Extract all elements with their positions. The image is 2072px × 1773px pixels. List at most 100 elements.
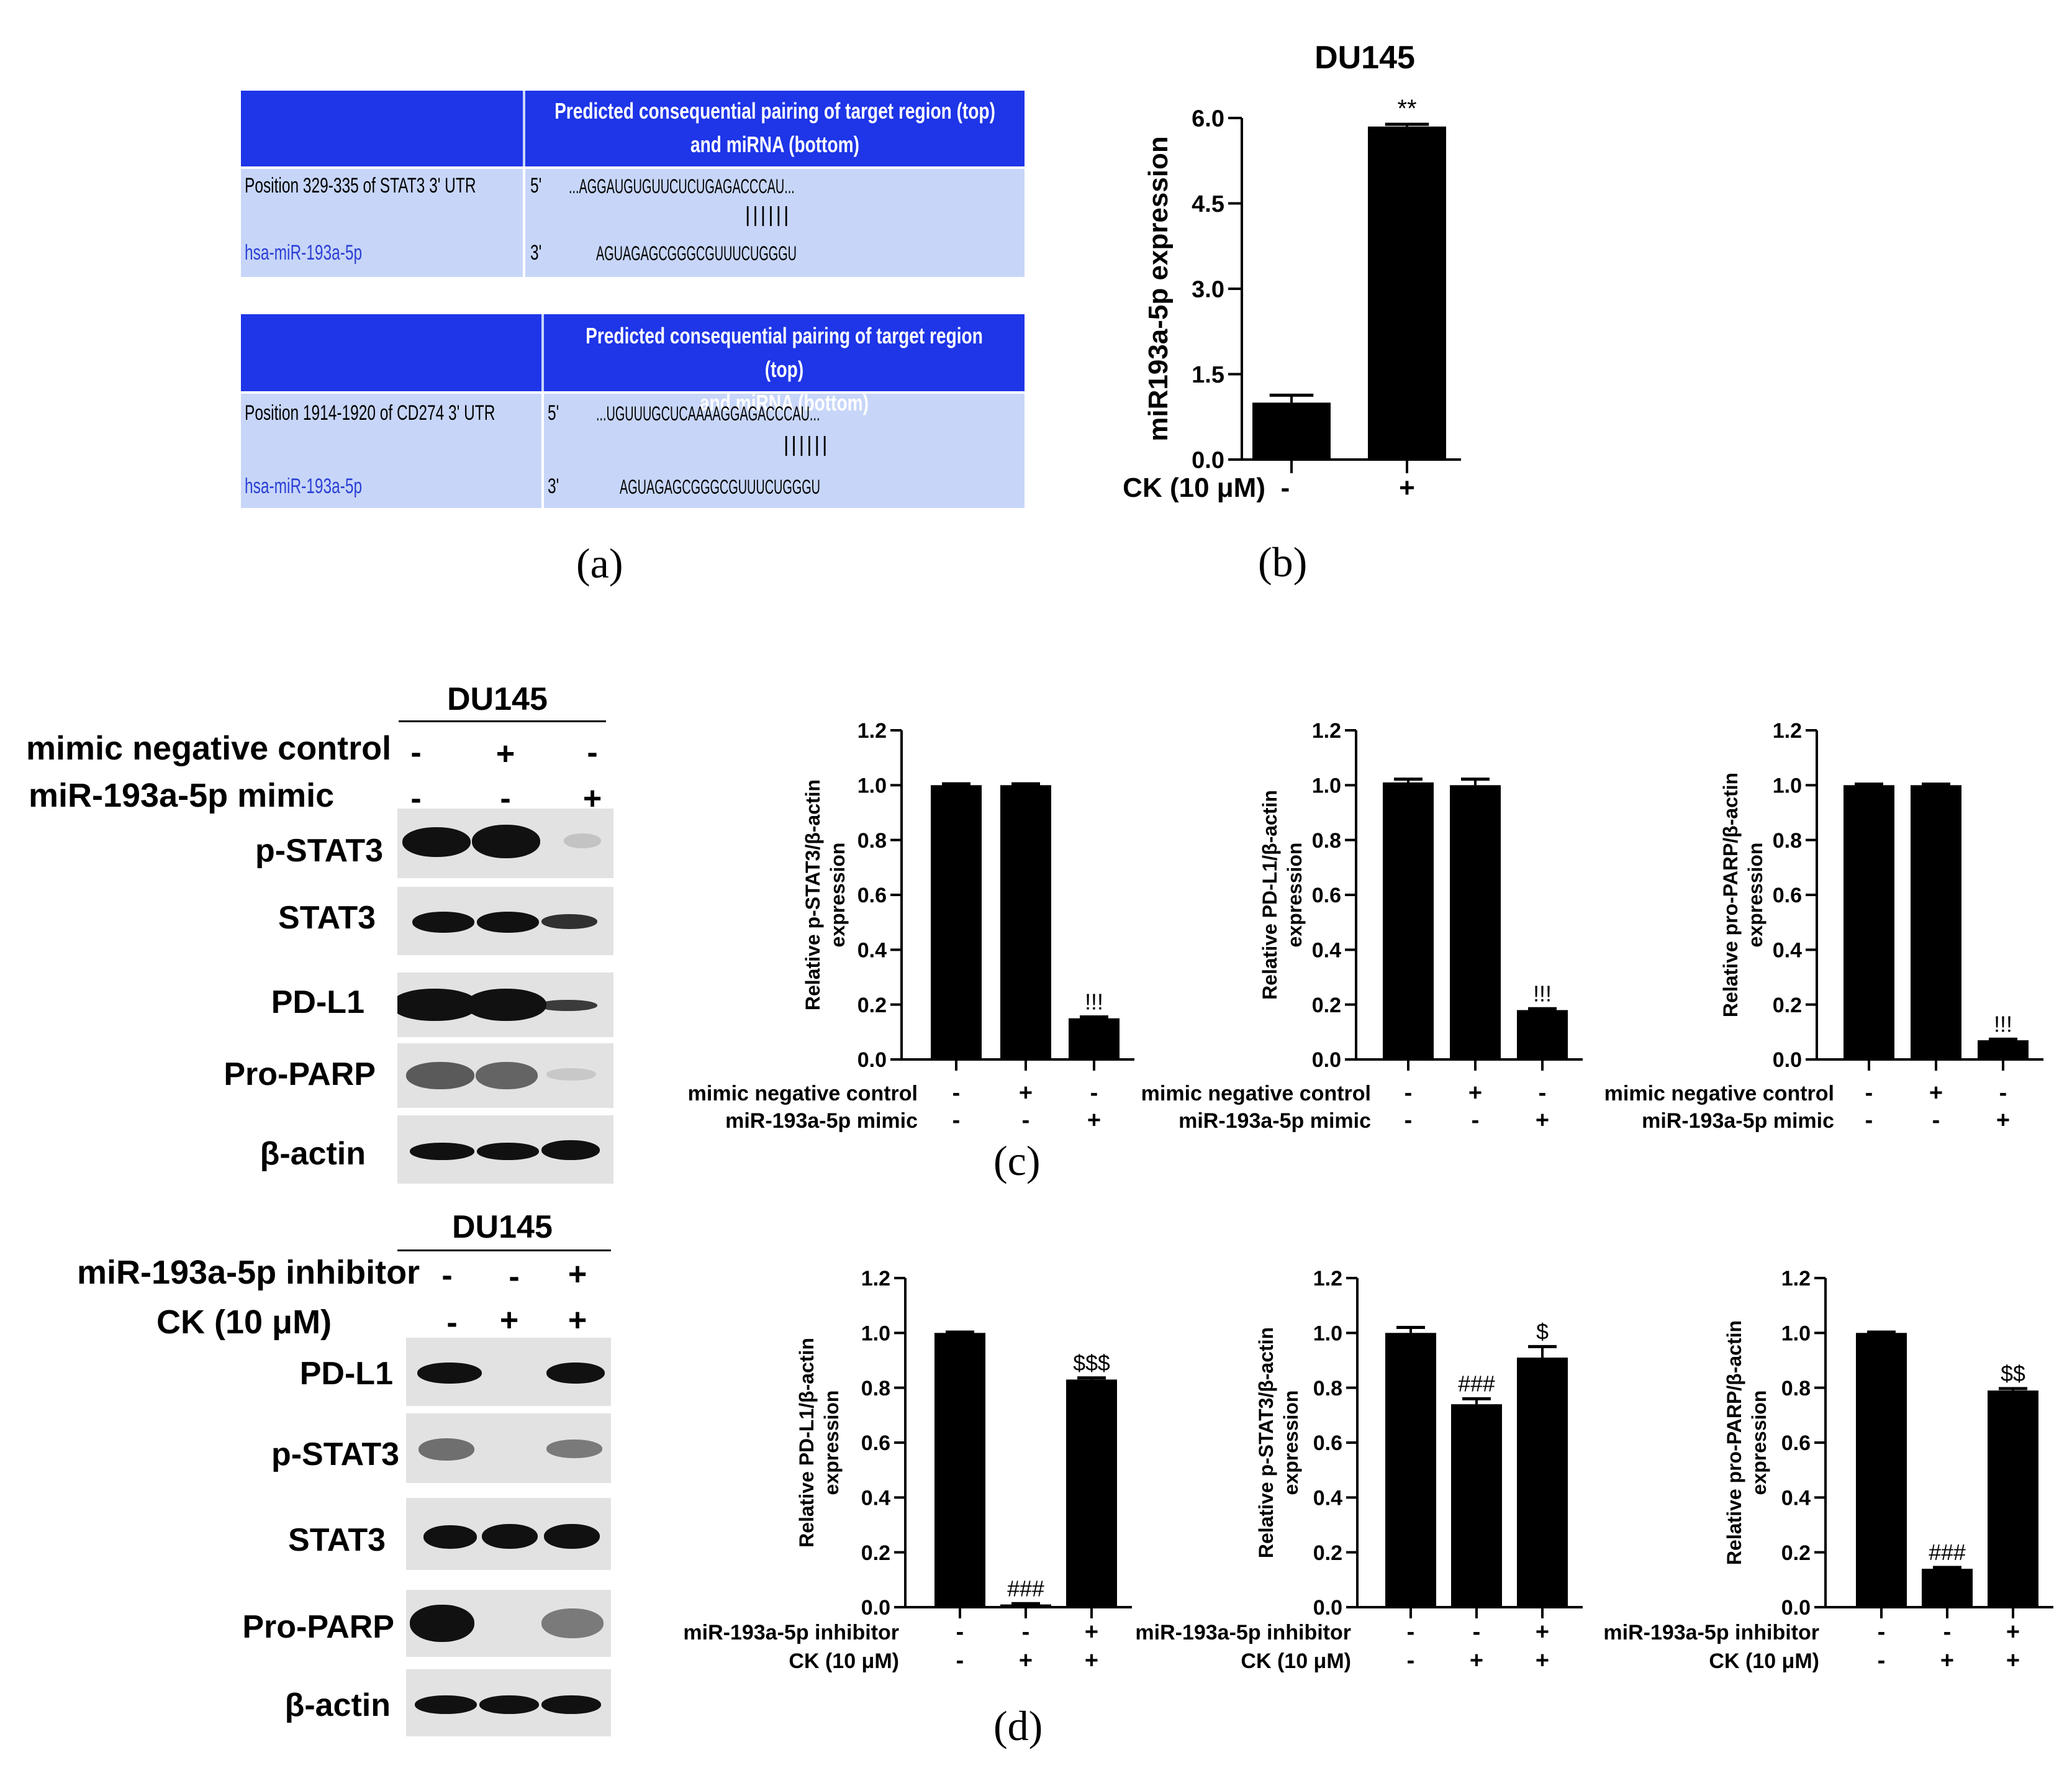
condition-sign: +	[1399, 473, 1415, 503]
western-c-sign: -	[410, 735, 422, 771]
condition-sign: -	[1865, 1107, 1873, 1133]
bar	[1066, 1379, 1117, 1607]
western-d-condition-1: miR-193a-5p inhibitor	[77, 1254, 420, 1291]
western-d-protein: p-STAT3	[271, 1436, 399, 1472]
western-c-sign: +	[495, 736, 515, 772]
target-prime: 5'	[548, 401, 559, 425]
mirna-prime: 3'	[530, 241, 542, 265]
western-c-sign: -	[410, 781, 422, 817]
y-tick-label: 0.6	[857, 884, 887, 907]
condition-sign: -	[1473, 1619, 1481, 1645]
y-tick-label: 0.2	[1313, 1541, 1342, 1565]
y-tick-label: 0.0	[1192, 448, 1224, 474]
y-tick-label: 0.4	[857, 939, 887, 963]
y-tick-label: 1.2	[1312, 719, 1341, 743]
mirna-sequence: AGUAGAGCGGGCGUUUCUGGGU	[596, 242, 797, 265]
bar	[1368, 126, 1446, 460]
panel-label-a: (a)	[576, 540, 623, 587]
table-header: Predicted consequential pairing of targe…	[544, 314, 1025, 415]
western-d-protein: β-actin	[284, 1687, 391, 1723]
condition-sign: +	[1468, 1080, 1482, 1106]
y-tick-label: 0.4	[1773, 939, 1802, 963]
condition-label: CK (10 μM)	[1709, 1649, 1819, 1673]
y-tick-label: 1.2	[861, 1267, 890, 1290]
condition-label: miR-193a-5p inhibitor	[683, 1621, 899, 1644]
y-axis-label: expression	[1744, 843, 1767, 948]
bar	[1517, 1010, 1568, 1059]
condition-sign: +	[2006, 1648, 2020, 1674]
condition-sign: -	[1405, 1080, 1413, 1106]
condition-sign: -	[952, 1080, 961, 1106]
y-tick-label: 0.4	[1781, 1487, 1811, 1510]
significance-mark: ###	[1458, 1371, 1495, 1396]
condition-label: mimic negative control	[1604, 1082, 1834, 1105]
condition-label: CK (10 μM)	[789, 1649, 899, 1673]
blot-c-pd-l1	[397, 973, 613, 1037]
western-d-protein: PD-L1	[299, 1356, 393, 1392]
y-tick-label: 0.0	[1313, 1596, 1342, 1620]
y-tick-label: 0.2	[857, 994, 887, 1017]
western-d-protein: Pro-PARP	[242, 1609, 394, 1645]
condition-label: CK (10 μM)	[1123, 473, 1265, 503]
panel-label-b: (b)	[1258, 538, 1308, 586]
condition-sign: -	[956, 1648, 964, 1674]
significance-mark: !!!	[1085, 990, 1103, 1015]
y-tick-label: 1.0	[1781, 1322, 1811, 1346]
condition-sign: -	[1407, 1648, 1415, 1674]
y-tick-label: 0.6	[1773, 884, 1802, 907]
condition-sign: -	[1878, 1619, 1886, 1645]
target-label: Position 1914-1920 of CD274 3' UTR	[245, 401, 495, 425]
y-tick-label: 1.2	[1313, 1267, 1342, 1290]
condition-sign: +	[1019, 1648, 1033, 1674]
bar	[1000, 1604, 1051, 1607]
y-axis-label: Relative PD-L1/β-actin	[795, 1338, 818, 1548]
western-c-condition-1: mimic negative control	[26, 730, 392, 767]
y-axis-label: expression	[820, 1390, 843, 1495]
y-tick-label: 1.2	[1773, 719, 1802, 743]
western-c-sign: -	[500, 781, 511, 817]
y-tick-label: 0.6	[1312, 884, 1341, 907]
bar	[1383, 782, 1434, 1059]
y-tick-label: 0.8	[1781, 1377, 1811, 1400]
condition-sign: +	[1085, 1619, 1098, 1645]
y-axis-label: Relative p-STAT3/β-actin	[802, 779, 824, 1010]
y-tick-label: 0.0	[1773, 1048, 1802, 1072]
y-tick-label: 0.0	[1312, 1048, 1341, 1072]
table-header-blank	[241, 314, 544, 391]
condition-sign: -	[1865, 1080, 1873, 1106]
pairing-lines: ||||||	[780, 435, 831, 458]
condition-label: miR-193a-5p mimic	[725, 1109, 918, 1133]
bar	[1517, 1358, 1568, 1607]
table-header: Predicted consequential pairing of targe…	[525, 91, 1025, 166]
chart-title: DU145	[1314, 40, 1415, 76]
condition-sign: -	[1022, 1619, 1030, 1645]
condition-sign: -	[1090, 1080, 1098, 1106]
condition-sign: -	[1932, 1107, 1940, 1133]
condition-label: miR-193a-5p mimic	[1179, 1109, 1371, 1133]
western-c-condition-2: miR-193a-5p mimic	[29, 777, 335, 814]
condition-sign: -	[1407, 1619, 1415, 1645]
y-tick-label: 1.0	[857, 774, 887, 798]
y-tick-label: 0.6	[1313, 1431, 1342, 1455]
bar	[1450, 785, 1501, 1059]
table-header-blank	[241, 91, 525, 166]
western-d-condition-2: CK (10 μM)	[156, 1304, 332, 1341]
significance-mark: !!!	[1533, 981, 1552, 1006]
y-axis-label: Relative pro-PARP/β-actin	[1719, 773, 1742, 1017]
y-axis-label: expression	[1748, 1390, 1770, 1495]
blot-c-pro-parp	[397, 1043, 613, 1108]
y-axis-label: miR193a-5p expression	[1143, 136, 1174, 442]
condition-sign: -	[1022, 1107, 1030, 1133]
bar	[1922, 1569, 1973, 1607]
western-d-protein: STAT3	[288, 1522, 386, 1558]
target-label: Position 329-335 of STAT3 3' UTR	[245, 174, 476, 197]
mirna-sequence: AGUAGAGCGGGCGUUUCUGGGU	[620, 476, 820, 498]
western-d-sign: -	[509, 1259, 520, 1295]
y-tick-label: 0.4	[1312, 939, 1341, 963]
condition-sign: -	[1405, 1107, 1413, 1133]
y-axis-label: Relative pro-PARP/β-actin	[1723, 1320, 1745, 1565]
